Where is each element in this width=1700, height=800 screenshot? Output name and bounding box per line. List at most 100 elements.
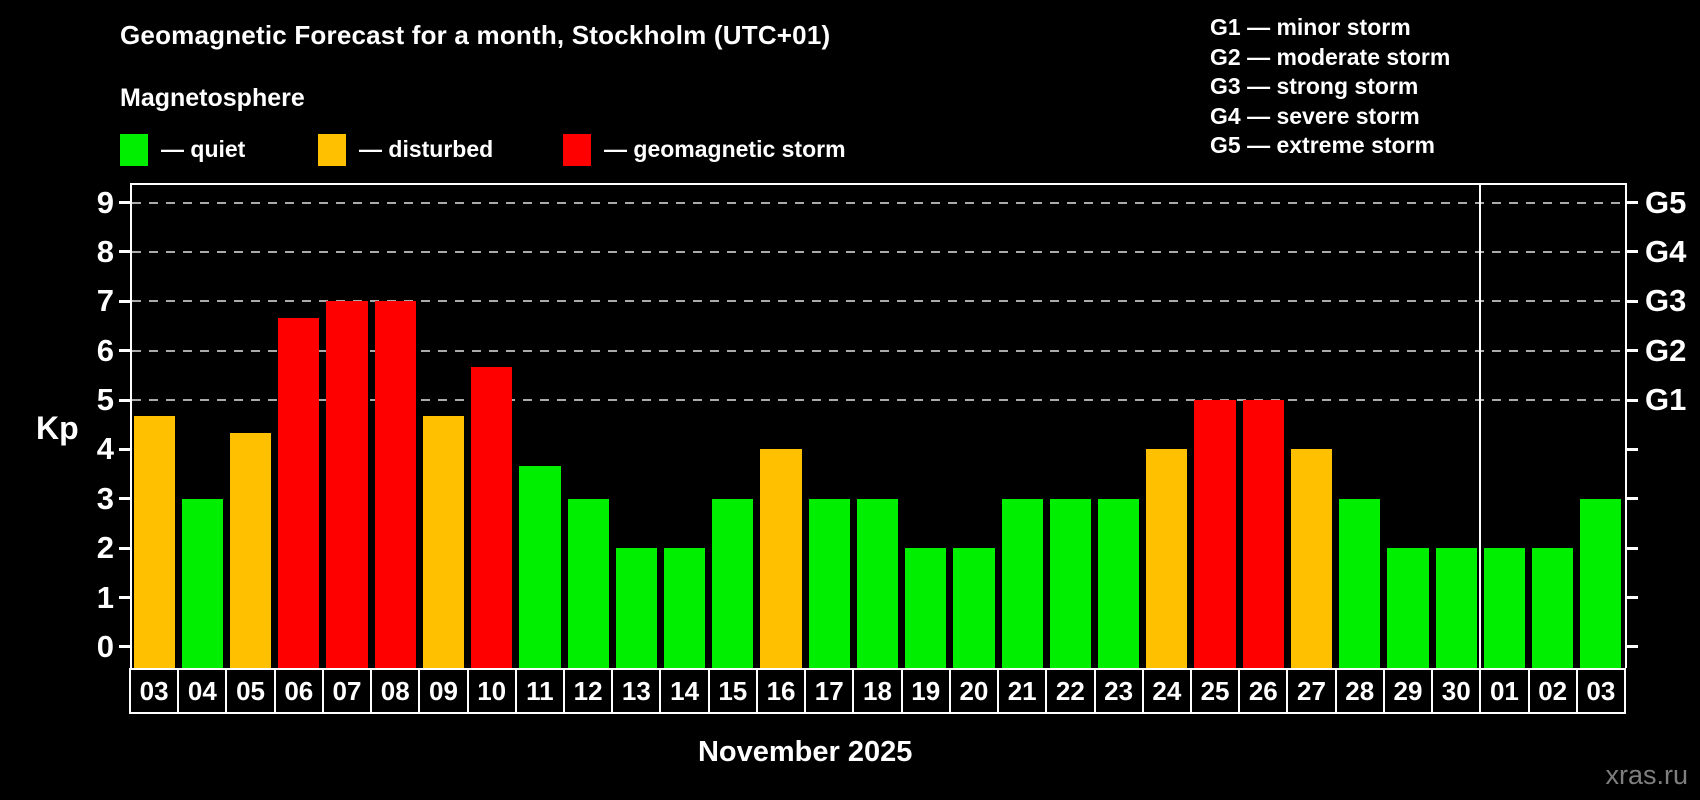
- x-axis-day-box: 29: [1382, 668, 1434, 714]
- bar-day-23: [1098, 498, 1140, 668]
- x-axis-day-box: 15: [707, 668, 758, 714]
- y-axis-label: 6: [96, 332, 114, 368]
- right-axis-tick-3: [1627, 497, 1638, 501]
- bar-day-15: [712, 498, 754, 668]
- bar-day-04: [181, 498, 223, 668]
- x-axis-day-box: 16: [755, 668, 807, 714]
- bar-day-12: [567, 498, 609, 668]
- y-axis-tick-4: [119, 447, 130, 451]
- bar-day-08: [374, 301, 416, 668]
- bar-day-07: [326, 301, 368, 668]
- y-axis-label: 2: [96, 530, 114, 566]
- legend-label-storm: — geomagnetic storm: [604, 136, 846, 162]
- y-axis-tick-7: [119, 299, 130, 303]
- x-axis-day-box: 18: [852, 668, 903, 714]
- gridline-level-9: [132, 201, 1625, 204]
- x-axis-day-box: 20: [948, 668, 1000, 714]
- legend-item-disturbed: — disturbed: [318, 133, 493, 166]
- disturbed-color-swatch: [318, 133, 346, 166]
- page-title: Geomagnetic Forecast for a month, Stockh…: [120, 20, 831, 50]
- bar-day-30: [1435, 548, 1477, 668]
- y-axis-tick-3: [119, 497, 130, 501]
- y-axis-tick-6: [119, 349, 130, 353]
- month-caption: November 2025: [697, 736, 913, 768]
- x-axis-day-box: 06: [273, 668, 324, 714]
- storm-color-swatch: [563, 133, 591, 166]
- bar-day-18: [856, 498, 899, 668]
- bar-day-05: [229, 433, 272, 668]
- x-axis-day-box: 03: [129, 668, 180, 714]
- x-axis-day-box: 02: [1527, 668, 1578, 714]
- x-axis-day-box: 09: [418, 668, 469, 714]
- x-axis-day-box: 17: [804, 668, 855, 714]
- bar-day-02-dec: [1532, 548, 1574, 668]
- bar-day-10: [471, 366, 513, 668]
- bar-day-19: [905, 548, 947, 668]
- storm-scale-g2: G2 — moderate storm: [1210, 43, 1451, 70]
- y-axis-label: 4: [96, 431, 114, 467]
- gridline-level-6: [132, 349, 1625, 352]
- storm-scale-legend: G1 — minor storm G2 — moderate storm G3 …: [1210, 13, 1450, 161]
- bar-day-14: [663, 548, 706, 668]
- x-axis-day-box: 22: [1045, 668, 1096, 714]
- magnetosphere-subtitle: Magnetosphere: [120, 84, 305, 112]
- x-axis-day-box: 30: [1431, 668, 1482, 714]
- x-axis-day-box: 10: [466, 668, 517, 714]
- x-axis-day-box: 03: [1575, 668, 1626, 714]
- x-axis-day-box: 23: [1093, 668, 1144, 714]
- gridline-level-8: [132, 250, 1625, 253]
- bar-day-22: [1049, 498, 1091, 668]
- right-axis-tick-5: [1627, 398, 1638, 402]
- y-axis-tick-1: [119, 596, 130, 600]
- bar-day-11: [519, 465, 561, 668]
- x-axis-day-box: 24: [1141, 668, 1192, 714]
- g-scale-label-g4: G4: [1645, 233, 1687, 269]
- storm-scale-g4: G4 — severe storm: [1210, 102, 1420, 129]
- y-axis-label: 8: [96, 233, 114, 269]
- gridline-level-5: [132, 399, 1625, 402]
- bar-day-16: [760, 449, 802, 668]
- x-axis-day-box: 27: [1286, 668, 1337, 714]
- watermark: xras.ru: [1605, 760, 1688, 790]
- bar-day-26: [1242, 400, 1284, 668]
- right-axis-tick-0: [1627, 645, 1638, 649]
- legend-item-quiet: — quiet: [120, 133, 245, 166]
- y-axis-tick-9: [119, 201, 130, 205]
- y-axis-line: [130, 183, 132, 668]
- bar-day-03: [133, 416, 175, 668]
- storm-scale-g1: G1 — minor storm: [1210, 14, 1411, 40]
- bar-day-29: [1387, 548, 1429, 668]
- x-axis-day-box: 14: [659, 668, 710, 714]
- x-axis-day-box: 21: [997, 668, 1048, 714]
- g-scale-label-g5: G5: [1645, 184, 1687, 220]
- x-axis-day-box: 01: [1479, 668, 1530, 714]
- bar-day-25: [1194, 400, 1236, 668]
- x-axis-day-box: 26: [1238, 668, 1289, 714]
- y-axis-tick-8: [119, 250, 130, 254]
- bar-day-21: [1001, 498, 1043, 668]
- right-axis-tick-2: [1627, 546, 1638, 550]
- bar-day-13: [615, 548, 657, 668]
- y-axis-label: 3: [96, 480, 114, 516]
- x-axis-day-box: 12: [563, 668, 614, 714]
- bar-day-06: [278, 317, 320, 668]
- y-axis-label: 0: [96, 628, 114, 664]
- legend-label-disturbed: — disturbed: [359, 136, 494, 162]
- bar-day-09: [422, 416, 465, 668]
- bar-day-17: [808, 498, 850, 668]
- y-axis-tick-0: [119, 645, 130, 649]
- y-axis-label: 1: [96, 579, 114, 615]
- y-axis-label: 9: [96, 184, 114, 220]
- x-axis-day-box: 19: [900, 668, 951, 714]
- y-axis-title: Kp: [36, 410, 79, 446]
- bar-day-27: [1290, 449, 1333, 668]
- y-axis-label: 7: [96, 283, 114, 319]
- y-axis-tick-5: [119, 398, 130, 402]
- bar-day-28: [1339, 498, 1381, 668]
- right-axis-tick-6: [1627, 349, 1638, 353]
- g-scale-label-g2: G2: [1645, 332, 1687, 368]
- g-scale-label-g3: G3: [1645, 283, 1687, 319]
- month-separator-line: [1479, 183, 1482, 668]
